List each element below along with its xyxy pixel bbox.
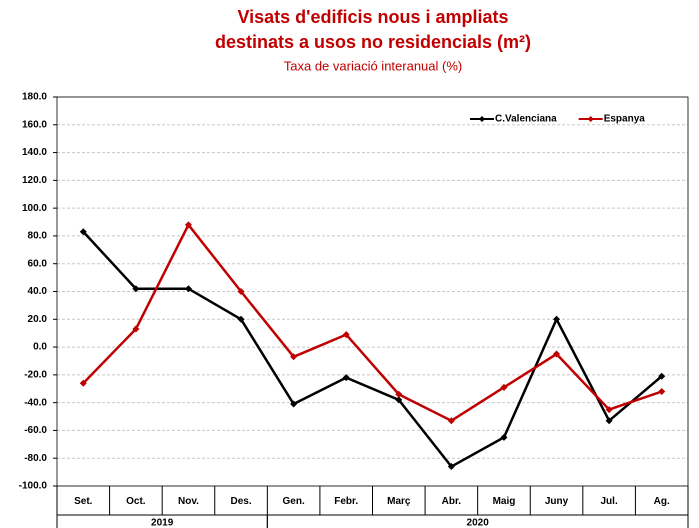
x-tick-label: Febr. [334,496,358,507]
y-tick-label: 100.0 [22,203,47,214]
point-marker [184,221,192,229]
y-tick-label: 140.0 [22,147,47,158]
y-tick-label: 40.0 [28,286,48,297]
point-marker [132,325,140,333]
y-tick-label: 80.0 [28,231,48,242]
point-marker [658,388,666,396]
y-tick-label: 20.0 [28,314,48,325]
point-marker [237,288,245,295]
point-marker [447,417,455,425]
point-marker [605,417,613,425]
series-line [82,222,663,423]
y-tick-label: -60.0 [24,425,47,436]
y-tick-label: 160.0 [22,119,47,130]
point-marker [395,396,403,404]
y-tick-label: -100.0 [19,481,48,492]
point-marker [79,228,87,236]
x-tick-label: Des. [230,496,251,507]
point-marker [553,315,561,323]
chart-title: destinats a usos no residencials (m²) [215,32,531,52]
point-marker [500,383,508,391]
point-marker [290,353,298,361]
point-marker [658,372,666,380]
x-tick-label: Oct. [126,496,146,507]
point-marker [342,331,350,339]
x-tick-label: Jul. [601,496,618,507]
x-tick-label: Maig [493,496,516,507]
x-tick-label: Set. [74,496,93,507]
legend-marker [479,116,485,122]
point-marker [605,406,613,414]
year-label: 2019 [151,518,174,528]
x-tick-label: Abr. [442,496,462,507]
x-tick-label: Gen. [283,496,305,507]
point-marker [290,400,298,408]
x-tick-label: Ag. [654,496,670,507]
point-marker [500,433,508,441]
year-label: 2020 [467,518,490,528]
y-tick-label: 0.0 [33,342,47,353]
x-tick-label: Nov. [178,496,199,507]
y-tick-label: 120.0 [22,175,47,186]
x-tick-label: Juny [545,496,569,507]
point-marker [132,285,140,293]
point-marker [79,379,87,387]
point-marker [342,374,350,382]
y-tick-label: 180.0 [22,92,47,103]
point-marker [447,463,455,471]
series-line [82,230,663,469]
chart-subtitle: Taxa de variació interanual (%) [284,58,462,73]
point-marker [184,285,192,293]
legend-label: Espanya [604,114,646,125]
y-tick-label: -40.0 [24,397,47,408]
chart-title: Visats d'edificis nous i ampliats [237,7,508,27]
y-tick-label: 60.0 [28,258,48,269]
x-tick-label: Març [387,496,411,507]
y-tick-label: -20.0 [24,369,47,380]
point-marker [237,315,245,323]
point-marker [395,390,403,398]
legend-marker [587,116,594,122]
legend-label: C.Valenciana [495,114,557,125]
y-tick-label: -80.0 [24,453,47,464]
point-marker [553,350,561,358]
